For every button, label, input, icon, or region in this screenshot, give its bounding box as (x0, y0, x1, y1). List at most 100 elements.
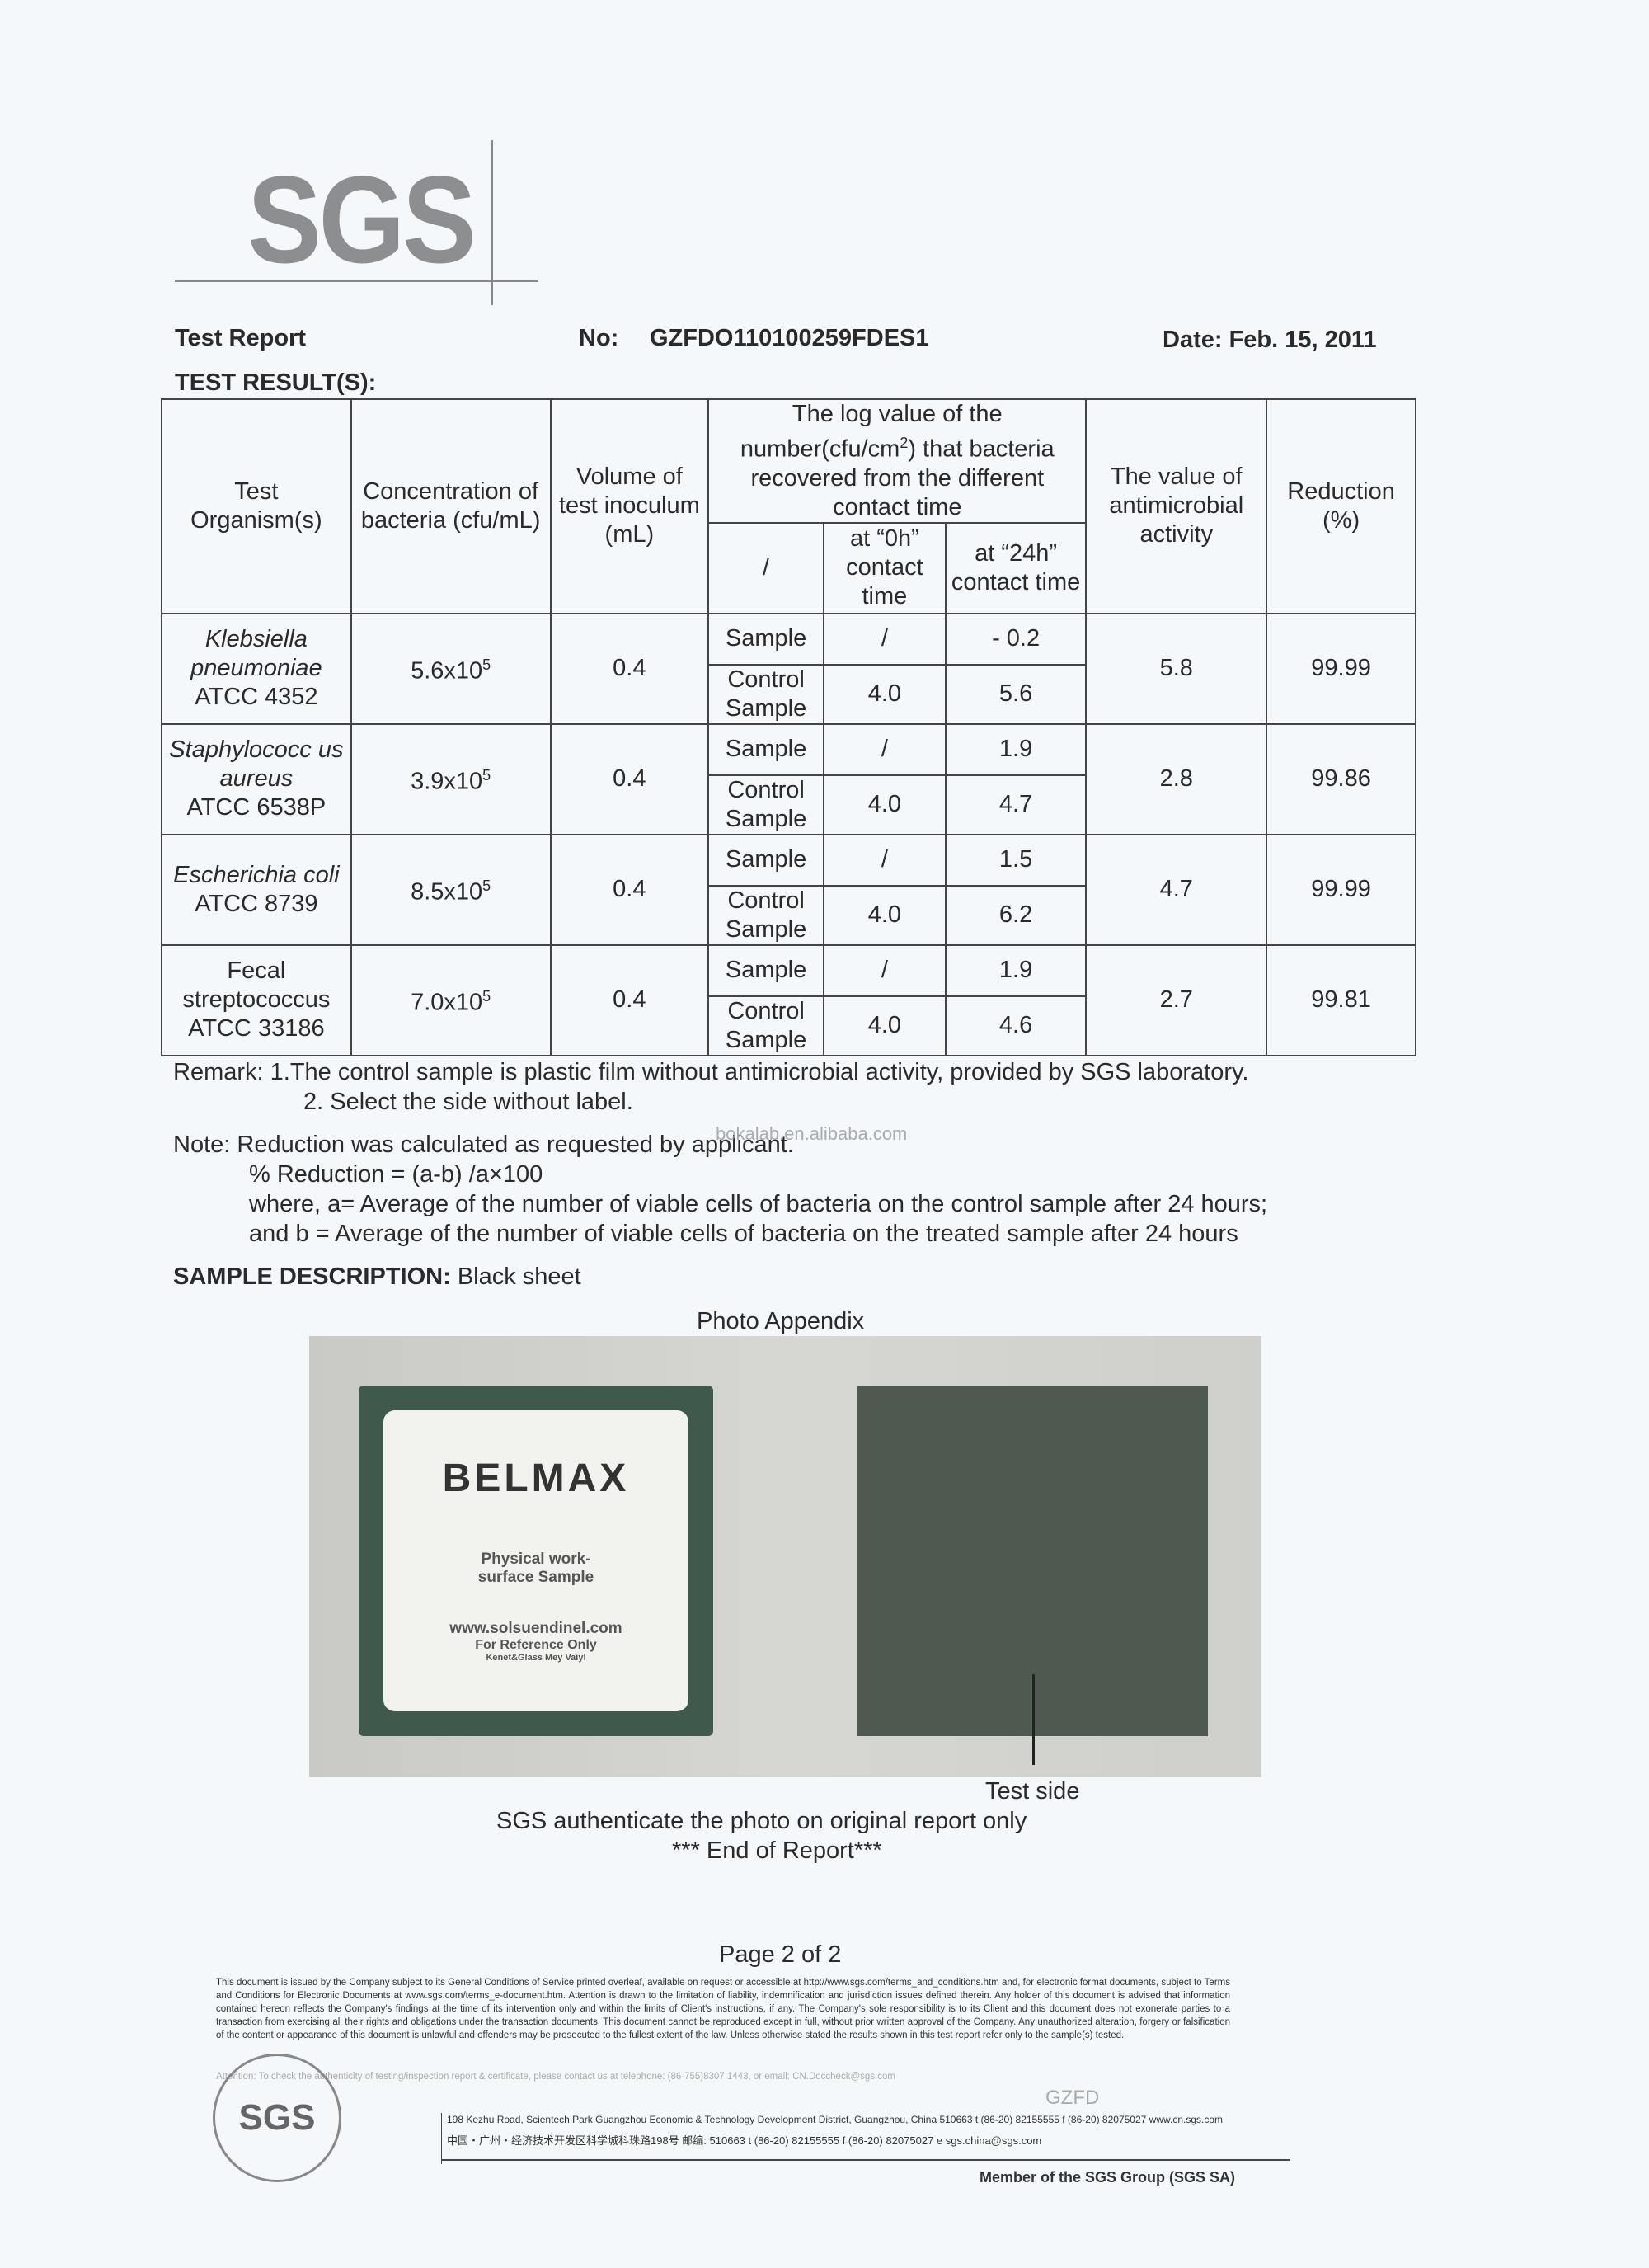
header-log-value: The log value of the number(cfu/cm2) tha… (707, 398, 1088, 524)
organism-cell: Fecal streptococcus ATCC 33186 (161, 943, 352, 1056)
organism-strain: ATCC 6538P (186, 794, 327, 821)
sample-0h-cell: / (823, 833, 947, 887)
header-volume: Volume of test inoculum (mL) (549, 398, 710, 614)
header-concentration: Concentration of bacteria (cfu/mL) (350, 398, 552, 614)
sgs-logo: SGS (247, 150, 477, 289)
control-24h-cell: 4.6 (944, 995, 1088, 1056)
concentration-cell: 8.5x105 (350, 833, 552, 946)
sample-photo: BELMAX Physical work- surface Sample www… (309, 1336, 1261, 1777)
photo-caption: SGS authenticate the photo on original r… (496, 1808, 1027, 1834)
office-code: GZFD (1045, 2087, 1100, 2109)
disclaimer: This document is issued by the Company s… (216, 1978, 1230, 2040)
note-and: and b = Average of the number of viable … (249, 1221, 1238, 1247)
control-0h-cell: 4.0 (823, 774, 947, 835)
organism-strain: ATCC 33186 (188, 1015, 325, 1042)
label-line: surface Sample (477, 1569, 594, 1586)
authenticity-note: Attention: To check the authenticity of … (216, 2072, 895, 2082)
organism-cell: Escherichia coli ATCC 8739 (161, 833, 352, 946)
control-24h-cell: 4.7 (944, 774, 1088, 835)
superscript: 2 (900, 435, 909, 451)
exponent: 5 (482, 767, 491, 784)
activity-cell: 2.7 (1085, 943, 1268, 1056)
note-1: Note: Reduction was calculated as reques… (173, 1132, 794, 1158)
volume-cell: 0.4 (549, 722, 710, 835)
concentration-value: 5.6x10 (411, 657, 483, 685)
table-row: Control Sample 4.0 5.6 (162, 663, 1416, 725)
table-row: Control Sample 4.0 6.2 (162, 884, 1416, 946)
control-24h-cell: 5.6 (944, 663, 1088, 725)
reduction-cell: 99.99 (1266, 612, 1416, 725)
sample-label-cell: Sample (707, 722, 824, 776)
header-organism: Test Organism(s) (161, 398, 352, 614)
sample-0h-cell: / (823, 722, 947, 776)
header-reduction: Reduction (%) (1266, 398, 1416, 614)
sample-description: SAMPLE DESCRIPTION: Black sheet (173, 1262, 581, 1292)
table-row: Staphylococc us aureus ATCC 6538P 3.9x105… (161, 722, 1416, 835)
note-formula: % Reduction = (a-b) /a×100 (249, 1161, 543, 1188)
organism-name: Klebsiella pneumoniae (190, 626, 322, 682)
sample-24h-cell: 1.5 (944, 833, 1088, 887)
control-0h-cell: 4.0 (823, 663, 947, 725)
organism-strain: ATCC 4352 (195, 684, 318, 711)
control-0h-cell: 4.0 (823, 995, 947, 1056)
volume-cell: 0.4 (549, 943, 710, 1056)
activity-cell: 4.7 (1085, 833, 1268, 946)
organism-name: Staphylococc us aureus (169, 736, 344, 793)
brand-logo: BELMAX (442, 1456, 630, 1500)
control-label-cell: Control Sample (707, 663, 824, 725)
reduction-cell: 99.81 (1266, 943, 1416, 1056)
header-slash: / (707, 521, 824, 614)
exponent: 5 (482, 878, 491, 895)
header-antimicrobial: The value of antimicrobial activity (1085, 398, 1268, 614)
sample-description-label: SAMPLE DESCRIPTION: (173, 1263, 451, 1290)
sample-24h-cell: - 0.2 (944, 612, 1088, 666)
control-0h-cell: 4.0 (823, 884, 947, 946)
sgs-group-member: Member of the SGS Group (SGS SA) (980, 2169, 1236, 2186)
label-line: Physical work- (481, 1550, 591, 1568)
photo-title: Photo Appendix (697, 1308, 865, 1334)
results-table: Test Organism(s) Concentration of bacter… (161, 398, 1416, 1056)
report-number-label: No: (579, 325, 619, 351)
sample-24h-cell: 1.9 (944, 722, 1088, 776)
table-row: Fecal streptococcus ATCC 33186 7.0x105 0.… (161, 943, 1416, 1056)
organism-name: Escherichia coli (173, 861, 340, 888)
table-row: Control Sample 4.0 4.6 (162, 995, 1416, 1056)
table-row: Klebsiella pneumoniae ATCC 4352 5.6x105 0… (161, 612, 1416, 725)
concentration-value: 7.0x10 (411, 989, 483, 1016)
control-label-cell: Control Sample (707, 884, 824, 946)
label-line: For Reference Only (475, 1638, 597, 1652)
organism-strain: ATCC 8739 (195, 890, 318, 917)
page-number: Page 2 of 2 (719, 1941, 842, 1968)
header-0h: at “0h” contact time (823, 521, 947, 614)
table-row: Control Sample 4.0 4.7 (162, 774, 1416, 835)
logo-rule (175, 280, 538, 282)
header-log-text: The log value of the number(cfu/cm (740, 401, 1003, 463)
concentration-value: 3.9x10 (411, 768, 483, 795)
sample-label-cell: Sample (707, 943, 824, 997)
note-where: where, a= Average of the number of viabl… (249, 1191, 1268, 1217)
sample-0h-cell: / (823, 612, 947, 666)
arrow-down-icon (1032, 1674, 1035, 1765)
concentration-cell: 7.0x105 (350, 943, 552, 1056)
report-number: GZFDO110100259FDES1 (650, 325, 929, 351)
end-of-report: *** End of Report*** (672, 1837, 882, 1864)
table-row: Escherichia coli ATCC 8739 8.5x105 0.4 Sa… (161, 833, 1416, 946)
sample-label-cell: Sample (707, 833, 824, 887)
sample-24h-cell: 1.9 (944, 943, 1088, 997)
remark-1: Remark: 1.The control sample is plastic … (173, 1059, 1249, 1085)
label-line: Kenet&Glass Mey Vaiyl (486, 1653, 586, 1663)
labeled-sample: BELMAX Physical work- surface Sample www… (359, 1386, 713, 1736)
divider (441, 2113, 442, 2164)
sample-label: BELMAX Physical work- surface Sample www… (383, 1410, 688, 1711)
concentration-value: 8.5x10 (411, 878, 483, 906)
activity-cell: 5.8 (1085, 612, 1268, 725)
sample-description-value: Black sheet (457, 1263, 581, 1290)
header-24h: at “24h” contact time (944, 521, 1088, 614)
label-line: www.solsuendinel.com (449, 1620, 622, 1637)
divider (441, 2159, 1290, 2161)
organism-cell: Staphylococc us aureus ATCC 6538P (161, 722, 352, 835)
concentration-cell: 5.6x105 (350, 612, 552, 725)
exponent: 5 (482, 988, 491, 1005)
address-chinese: 中国・广州・经济技术开发区科学城科珠路198号 邮编: 510663 t (86… (447, 2134, 1042, 2147)
